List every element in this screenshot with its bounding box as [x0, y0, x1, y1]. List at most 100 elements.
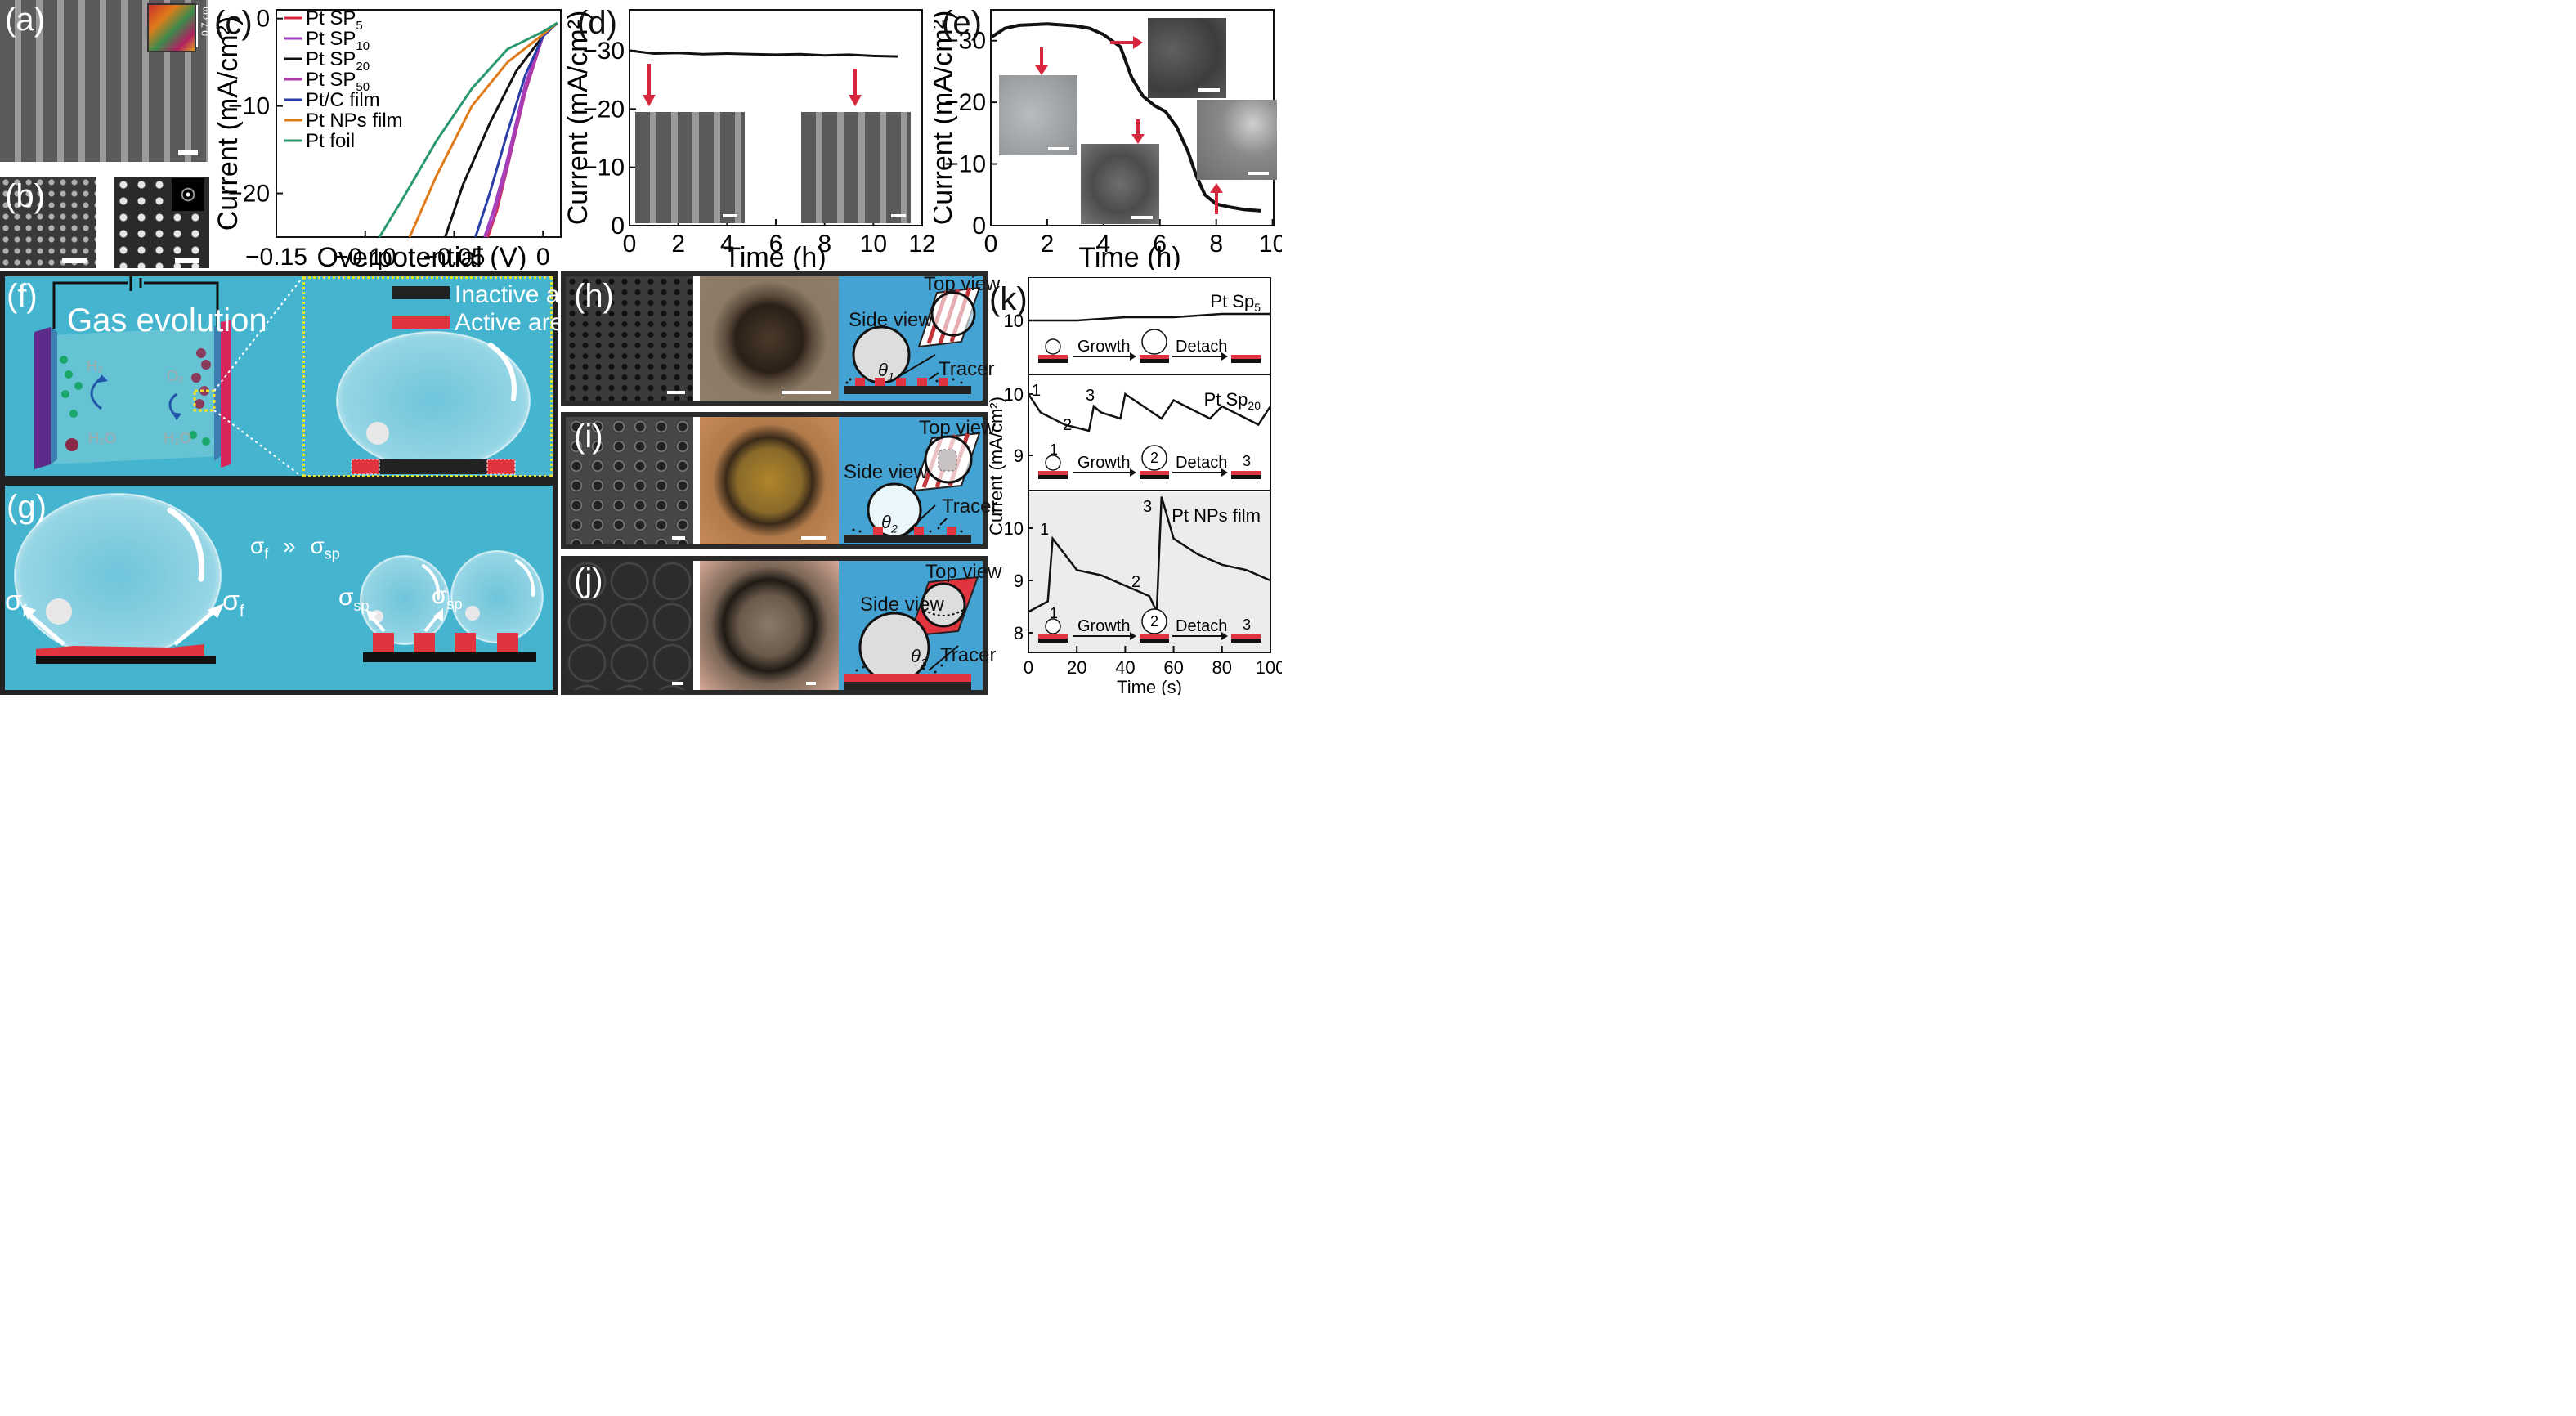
panel-e-inset-scale-1 — [1048, 147, 1069, 150]
chart-k-active — [1140, 471, 1169, 475]
chart-k-subplot-name: Pt Sp5 — [1210, 291, 1261, 314]
chart-k-series-0 — [1028, 312, 1270, 322]
chart-k-subplot-name: Pt NPs film — [1172, 505, 1261, 526]
panel-g-sigma-f-right: σf — [222, 585, 244, 621]
chart-k-detach-label: Detach — [1176, 454, 1227, 472]
panel-j-scale-2 — [806, 682, 816, 685]
panel-g-scheme — [14, 493, 544, 664]
chart-k-ytick-label: 10 — [1004, 311, 1024, 331]
chart-k-active — [1140, 355, 1169, 359]
scheme-j-side-view: Side view — [860, 594, 944, 616]
chart-k-detach-label: Detach — [1176, 338, 1227, 356]
scheme-i-theta-sub: 2 — [890, 522, 898, 535]
panel-g-sigma-f-left: σf — [5, 585, 27, 621]
chart-c-ytick-label: 0 — [256, 6, 270, 33]
sigma-sp-right-symbol: σ — [432, 582, 447, 609]
scheme-j-theta: θ3 — [911, 646, 927, 669]
chart-k-arrow-growth-head — [1130, 632, 1136, 640]
sigma-f-sub: f — [264, 545, 269, 562]
chart-k-annotation: 2 — [1131, 573, 1140, 591]
sigma-sp-symbol: σ — [310, 533, 325, 558]
panel-j-bubble-image — [566, 561, 693, 690]
panel-i-label: (i) — [574, 419, 603, 455]
chart-k-substrate — [1140, 474, 1169, 479]
panel-i-optical-image — [700, 417, 839, 544]
scheme-j-top-view: Top view — [925, 561, 1002, 583]
panel-f-zoom-box — [302, 276, 553, 477]
chart-k-annotation: 1 — [1032, 382, 1041, 400]
chart-k-ytick-label: 8 — [1014, 623, 1024, 643]
chart-d-xtick-label: 12 — [908, 231, 934, 258]
chart-k-annotation: 3 — [1086, 387, 1095, 405]
chart-k-substrate — [1231, 638, 1261, 643]
chart-k-bubble-small — [1045, 455, 1061, 471]
panel-f-h2-label: H₂ — [87, 358, 103, 374]
panel-h-scale-1 — [667, 391, 685, 394]
chart-k-ylabel: Current (mA/cm²) — [988, 397, 1006, 535]
chart-k-detach-label: Detach — [1176, 617, 1227, 635]
chart-k-annotation: 1 — [1040, 521, 1049, 539]
chart-k-active — [1231, 471, 1261, 475]
chart-k-state-2: 2 — [1150, 613, 1158, 630]
chart-e-arrow-2-head — [1133, 36, 1143, 49]
chart-c-series-1 — [483, 21, 558, 238]
chart-c-legend-sub: 50 — [356, 80, 370, 94]
chart-k-substrate — [1038, 474, 1068, 479]
chart-e-xtick-label: 0 — [984, 231, 998, 258]
chart-k-xtick-label: 60 — [1163, 657, 1183, 678]
chart-k-state-1: 1 — [1050, 605, 1058, 621]
chart-k-subplot-sub: 20 — [1248, 399, 1261, 412]
chart-e-ytick-label: −10 — [944, 151, 986, 178]
panel-i-scale-2 — [801, 536, 826, 540]
panel-f-cell-diagram — [34, 275, 302, 477]
chart-e-xtick-label: 2 — [1041, 231, 1055, 258]
panel-f-bubble-zoom — [336, 331, 531, 475]
chart-k-arrow-growth-head — [1130, 468, 1136, 477]
chart-k-active — [1038, 355, 1068, 359]
panel-e-inset-sem-4 — [1197, 100, 1277, 180]
panel-b-label: (b) — [5, 178, 45, 214]
panel-e-inset-scale-2 — [1198, 88, 1220, 92]
panel-d-inset-sem-left — [635, 112, 745, 223]
much-greater-symbol: » — [283, 533, 296, 558]
panel-a-label: (a) — [5, 2, 45, 38]
chart-c-xtick-label: 0 — [536, 244, 550, 270]
chart-c-xtick-label: −0.05 — [423, 244, 486, 270]
chart-d-ytick-label: −10 — [583, 155, 625, 181]
scheme-i-tracer: Tracer — [942, 495, 998, 518]
chart-e-xtick-label: 6 — [1153, 231, 1167, 258]
chart-e-ytick-label: −30 — [944, 28, 986, 55]
chart-e-xtick-label: 10 — [1259, 231, 1282, 258]
panel-f-label: (f) — [7, 278, 38, 314]
chart-d-xtick-label: 6 — [769, 231, 783, 258]
panel-b-sem-image-right — [114, 177, 209, 268]
sigma-sp-right-sub: sp — [446, 596, 463, 612]
panel-i-scale-1 — [672, 536, 685, 540]
sigma-sp-sub: sp — [324, 545, 340, 562]
scheme-i-theta: θ2 — [881, 512, 898, 535]
scheme-j-drawing — [844, 576, 979, 690]
chart-k-substrate — [1038, 638, 1068, 643]
panel-f-title: Gas evolution — [67, 302, 267, 338]
chart-e-arrow-3-head — [1131, 134, 1145, 144]
chart-c-ytick-label: −20 — [228, 181, 270, 208]
chart-d-ytick-label: −30 — [583, 38, 625, 65]
chart-k-arrow-detach-head — [1221, 468, 1228, 477]
panel-g-sigma-relation: σf » σsp — [250, 533, 340, 563]
chart-c-legend-label: Pt SP10 — [306, 28, 370, 53]
panel-b-scale-bar-right — [175, 258, 199, 263]
chart-k-bubble-large — [1141, 445, 1167, 471]
panel-a-inset-photo — [147, 3, 196, 52]
chart-e-xlabel: Time (h) — [1078, 242, 1180, 270]
chart-k-bubble-small — [1045, 618, 1061, 634]
panel-d-label: (d) — [577, 5, 617, 41]
chart-c-legend-sub: 10 — [356, 39, 370, 53]
chart-k-state-3: 3 — [1243, 616, 1251, 633]
chart-c-legend-sub: 20 — [356, 60, 370, 74]
chart-k-xtick-label: 40 — [1115, 657, 1135, 678]
sigma-f-left-sub: f — [21, 602, 27, 621]
chart-k-ytick-label: 10 — [1004, 518, 1024, 539]
chart-c-xtick-label: −0.10 — [334, 244, 396, 270]
legend-active-swatch — [392, 316, 450, 329]
